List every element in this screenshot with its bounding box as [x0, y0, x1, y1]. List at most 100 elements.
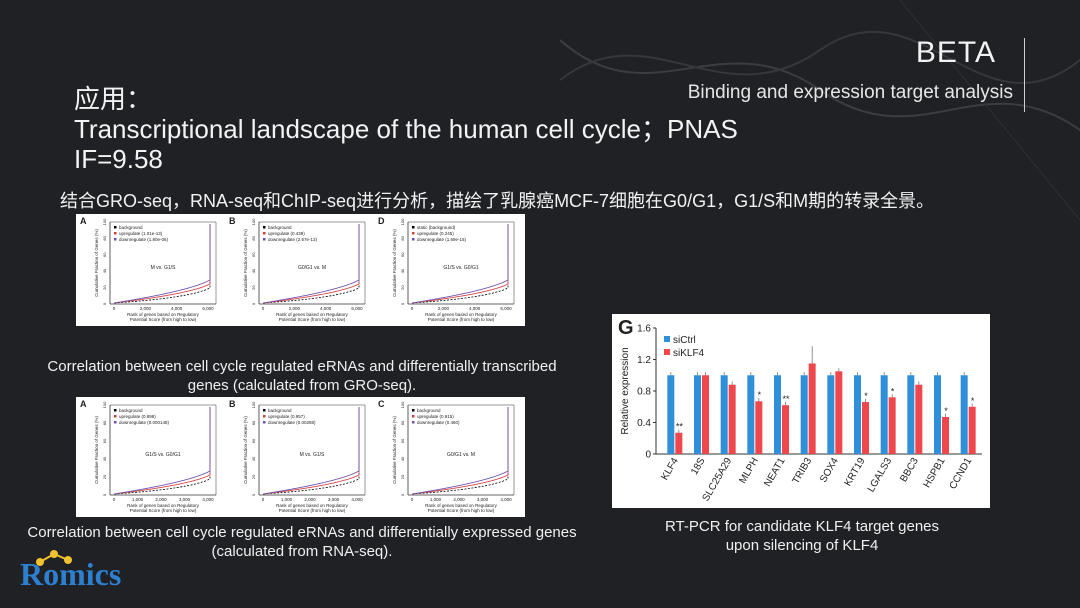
bottom-panel-letter: C — [378, 399, 385, 409]
bottom-x-tick-label: 3,000 — [179, 497, 191, 502]
bottom-y-tick-label: 60 — [400, 438, 405, 443]
top-y-tick-label: 20 — [251, 285, 256, 290]
bar-siKLF4 — [915, 384, 923, 454]
significance-marker: ** — [782, 394, 790, 404]
top-y-tick-label: 100 — [102, 218, 107, 225]
top-x-tick-label: 0 — [113, 306, 116, 311]
logo: Romics — [20, 550, 121, 593]
brand-divider — [1024, 38, 1025, 112]
chart-x-tick-label: LGALS3 — [866, 456, 895, 495]
top-y-tick-label: 60 — [102, 252, 107, 257]
bottom-comparison-label: G0/G1 vs. M — [447, 452, 475, 458]
bottom-x-tick-label: 4,000 — [202, 497, 214, 502]
top-y-tick-label: 40 — [102, 268, 107, 273]
bottom-background-curve — [262, 407, 360, 495]
top-x-tick-label: 0 — [262, 306, 265, 311]
top-x-tick-label: 0 — [411, 306, 414, 311]
top-x-label-1: Rank of genes based on Regulatory — [425, 312, 498, 317]
brand-name: BETA — [915, 36, 996, 69]
chart-legend-swatch — [664, 336, 670, 342]
bottom-comparison-label: M vs. G1/S — [300, 452, 325, 458]
top-x-tick-label: 6,000 — [351, 306, 363, 311]
chart-x-tick-label: KLF4 — [659, 456, 681, 483]
top-y-label: Cumulative Fraction of Genes (%) — [243, 229, 248, 297]
caption-top: Correlation between cell cycle regulated… — [47, 358, 557, 394]
bottom-x-tick-label: 0 — [113, 497, 116, 502]
top-x-label-1: Rank of genes based on Regulatory — [127, 312, 200, 317]
top-panel-letter: A — [80, 216, 87, 226]
top-y-tick-label: 60 — [251, 252, 256, 257]
top-x-tick-label: 2,000 — [289, 306, 301, 311]
bottom-x-tick-label: 1,000 — [132, 497, 144, 502]
bar-siCtrl — [694, 375, 701, 454]
bottom-downregulate-curve — [411, 407, 509, 495]
top-upregulate-curve — [113, 224, 211, 304]
bottom-upregulate-curve — [113, 407, 211, 495]
bar-siCtrl — [667, 375, 675, 454]
bottom-legend-swatch — [114, 421, 117, 424]
title-line-3: IF=9.58 — [74, 144, 163, 174]
significance-marker: * — [864, 391, 868, 401]
top-panel-letter: D — [378, 216, 385, 226]
bottom-background-curve — [113, 407, 211, 495]
top-x-tick-label: 2,000 — [140, 306, 152, 311]
top-legend-entry: downregulate (1.80e-06) — [119, 237, 169, 242]
bottom-x-tick-label: 1,000 — [281, 497, 293, 502]
bottom-legend-swatch — [263, 409, 266, 412]
significance-marker: ** — [676, 422, 684, 432]
bottom-y-tick-label: 100 — [102, 401, 107, 408]
top-legend-swatch — [114, 238, 117, 241]
top-cumulative-plots: A Cumulative Fraction of Genes (%) 0 20 40 60… — [80, 216, 515, 322]
top-figure-panel: A Cumulative Fraction of Genes (%) 0 20 40 60… — [76, 214, 525, 326]
bottom-y-label: Cumulative Fraction of Genes (%) — [392, 416, 397, 484]
bottom-background-curve — [411, 407, 509, 495]
chart-x-tick-label: 18S — [689, 456, 708, 477]
chart-x-tick-label: BBC3 — [898, 456, 921, 485]
top-legend-swatch — [114, 226, 117, 229]
bottom-y-tick-label: 40 — [400, 456, 405, 461]
bottom-y-label: Cumulative Fraction of Genes (%) — [94, 416, 99, 484]
significance-marker: * — [891, 386, 895, 396]
bar-siKLF4 — [968, 406, 976, 454]
chart-y-tick-label: 0 — [645, 450, 651, 461]
bottom-legend-swatch — [412, 415, 415, 418]
top-y-tick-label: 60 — [400, 252, 405, 257]
bar-siKLF4 — [782, 405, 789, 454]
bar-siKLF4 — [835, 371, 843, 454]
top-legend-entry: downregulate (2.67e-13) — [268, 237, 318, 242]
bottom-x-label-2: Potential Score (from high to low) — [279, 508, 346, 513]
bottom-x-label-1: Rank of genes based on Regulatory — [127, 503, 200, 508]
bottom-legend-entry: downregulate (0.00288) — [268, 420, 316, 425]
bottom-figure-panel: A Cumulative Fraction of Genes (%) 0 20 40 60… — [76, 397, 525, 517]
chart-y-tick-label: 0.4 — [637, 418, 651, 429]
bottom-y-tick-label: 0 — [251, 493, 256, 496]
bottom-legend-entry: background — [268, 408, 292, 413]
bottom-y-tick-label: 0 — [400, 493, 405, 496]
title-line-2: Transcriptional landscape of the human c… — [74, 114, 738, 144]
top-legend-swatch — [263, 232, 266, 235]
bar-siCtrl — [907, 375, 915, 454]
top-legend-entry: downregulate (1.69e-15) — [417, 237, 467, 242]
top-downregulate-curve — [262, 224, 360, 304]
bottom-legend-entry: downregulate (0.460) — [417, 420, 460, 425]
top-downregulate-curve — [411, 224, 509, 304]
top-y-tick-label: 40 — [251, 268, 256, 273]
top-legend-swatch — [263, 238, 266, 241]
chart-x-tick-label: MLPH — [738, 456, 761, 486]
top-x-tick-label: 4,000 — [469, 306, 481, 311]
bottom-x-label-1: Rank of genes based on Regulatory — [425, 503, 498, 508]
top-y-tick-label: 0 — [102, 302, 107, 305]
chart-x-tick-label: TRIB3 — [791, 456, 815, 486]
top-y-tick-label: 100 — [400, 218, 405, 225]
top-comparison-label: G0/G1 vs. M — [298, 265, 326, 271]
significance-marker: * — [971, 396, 975, 406]
slide-title: 应用： Transcriptional landscape of the hum… — [74, 84, 738, 174]
top-legend-swatch — [412, 226, 415, 229]
bottom-y-tick-label: 20 — [102, 474, 107, 479]
bottom-x-tick-label: 4,000 — [351, 497, 363, 502]
top-x-tick-label: 4,000 — [171, 306, 183, 311]
top-x-label-1: Rank of genes based on Regulatory — [276, 312, 349, 317]
bottom-x-tick-label: 2,000 — [304, 497, 316, 502]
bottom-legend-entry: downregulate (0.000148) — [119, 420, 170, 425]
bottom-y-tick-label: 20 — [251, 474, 256, 479]
